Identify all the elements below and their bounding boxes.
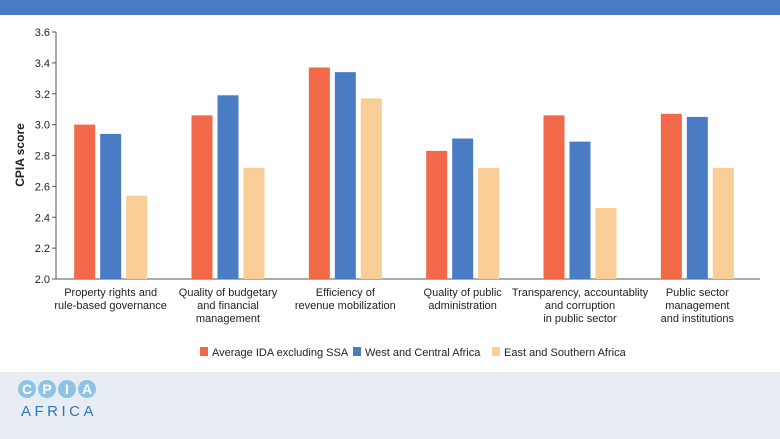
bar-2-cat-6 xyxy=(686,116,708,279)
bar-3-cat-1 xyxy=(126,195,148,279)
y-axis-title: CPIA score xyxy=(13,123,27,187)
bar-3-cat-6 xyxy=(712,167,734,279)
category-label-line: Efficiency of xyxy=(316,287,376,299)
y-tick-label: 2.8 xyxy=(35,151,50,163)
logo-letter-circle: C xyxy=(18,380,36,398)
category-label-line: Quality of public xyxy=(424,287,503,299)
y-tick-label: 2.0 xyxy=(35,274,50,286)
bar-chart: 2.0 2.2 2.4 2.6 2.8 3.0 3.2 3.4 3.6 Property rig… xyxy=(13,27,760,359)
y-tick-label: 3.6 xyxy=(35,27,50,39)
category-label-line: Quality of budgetary xyxy=(179,287,278,299)
category-label-line: and corruption xyxy=(545,300,615,312)
bar-1-cat-6 xyxy=(660,113,682,279)
bar-2-cat-4 xyxy=(452,138,474,279)
category-label-line: management xyxy=(665,300,729,312)
bar-3-cat-5 xyxy=(595,207,617,279)
y-tick-label: 2.4 xyxy=(35,212,50,224)
category-label: Public sector management and institutions xyxy=(661,287,735,325)
bar-3-cat-2 xyxy=(243,167,265,279)
legend-swatch-3 xyxy=(492,347,500,356)
bar-1-cat-4 xyxy=(426,150,448,279)
category-label-line: and institutions xyxy=(661,313,735,325)
logo-word: AFRICA xyxy=(21,403,98,420)
bar-2-cat-5 xyxy=(569,141,591,279)
legend-label-1: Average IDA excluding SSA xyxy=(212,347,349,359)
category-label-line: revenue mobilization xyxy=(295,300,396,312)
legend-label-3: East and Southern Africa xyxy=(504,347,627,359)
y-tick-label: 2.2 xyxy=(35,243,50,255)
category-label-line: Property rights and xyxy=(64,287,157,299)
category-label: Quality of budgetary and financial managem… xyxy=(179,287,278,325)
bar-2-cat-1 xyxy=(100,133,122,279)
y-tick-label: 2.6 xyxy=(35,181,50,193)
legend-label-2: West and Central Africa xyxy=(365,347,481,359)
category-label-line: in public sector xyxy=(543,313,617,325)
bar-2-cat-2 xyxy=(217,95,239,279)
category-label-line: and financial xyxy=(197,300,259,312)
bar-3-cat-4 xyxy=(478,167,500,279)
category-label-line: rule-based governance xyxy=(54,300,167,312)
y-tick-label: 3.2 xyxy=(35,89,50,101)
y-tick-label: 3.4 xyxy=(35,58,50,70)
category-label: Property rights and rule-based governance xyxy=(54,287,167,312)
logo-letter-circle: I xyxy=(58,380,76,398)
bar-3-cat-3 xyxy=(360,98,382,279)
category-label: Quality of public administration xyxy=(424,287,503,312)
category-label-line: Public sector xyxy=(666,287,729,299)
category-label: Efficiency of revenue mobilization xyxy=(295,287,396,312)
category-label: Transparency, accountablity and corruptio… xyxy=(512,287,649,325)
bar-1-cat-2 xyxy=(191,115,213,279)
bar-1-cat-1 xyxy=(74,124,96,279)
y-tick-label: 3.0 xyxy=(35,120,50,132)
logo-letter-circle: A xyxy=(78,380,96,398)
category-label-line: Transparency, accountablity xyxy=(512,287,649,299)
category-label-line: administration xyxy=(428,300,496,312)
logo-letter-circle: P xyxy=(38,380,56,398)
top-banner-bar xyxy=(0,0,780,15)
legend-swatch-2 xyxy=(353,347,361,356)
bar-1-cat-3 xyxy=(308,67,330,279)
bar-2-cat-3 xyxy=(334,72,356,279)
legend-swatch-1 xyxy=(200,347,208,356)
bar-1-cat-5 xyxy=(543,115,565,279)
category-label-line: management xyxy=(196,313,260,325)
